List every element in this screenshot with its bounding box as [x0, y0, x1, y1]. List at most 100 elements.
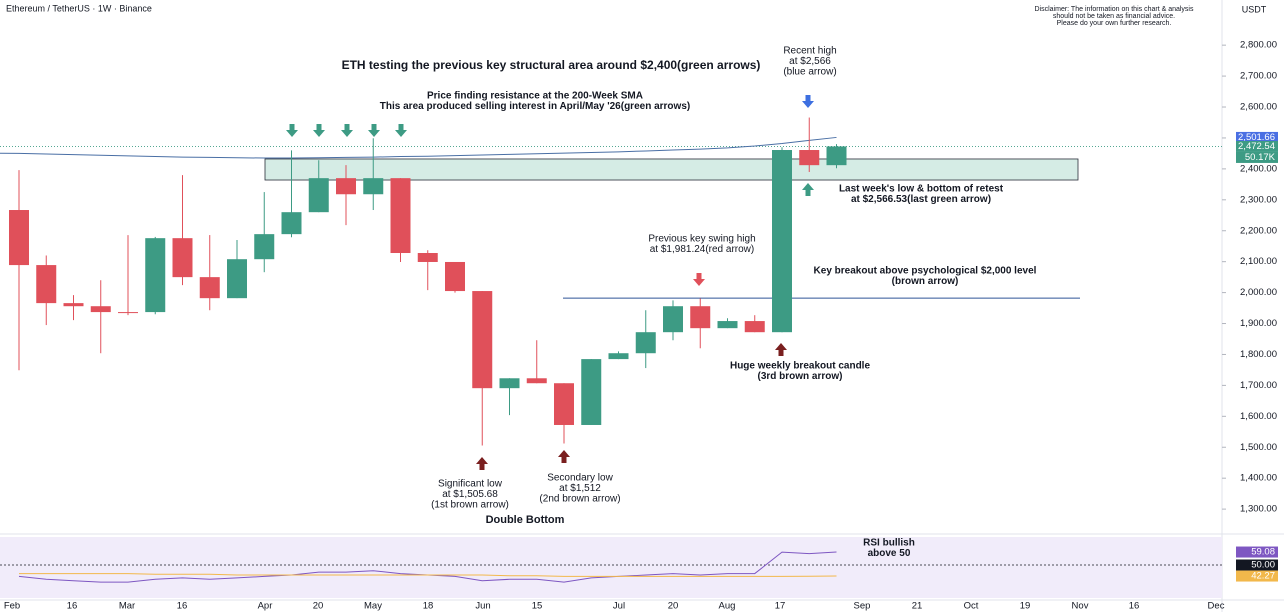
price-label-box — [1236, 140, 1278, 152]
annotation: Key breakout above psychological $2,000 … — [814, 266, 1037, 277]
y-tick-label: 1,800.00 — [1240, 349, 1277, 360]
annotation: Previous key swing high — [648, 234, 755, 245]
arrow — [775, 343, 787, 356]
candle-body — [9, 210, 29, 266]
price-label: 2,472.54 — [1238, 141, 1275, 152]
structural-zone — [264, 158, 1079, 181]
x-tick-label: Oct — [964, 601, 979, 612]
annotation: at $1,512 — [559, 483, 601, 494]
y-tick-label: 2,100.00 — [1240, 256, 1277, 267]
y-tick-label: 2,300.00 — [1240, 194, 1277, 205]
sma-line — [0, 136, 837, 159]
candle-body — [308, 178, 329, 213]
candle-body — [390, 178, 411, 254]
x-tick-label: 16 — [1129, 601, 1140, 612]
x-tick-label: Aug — [719, 601, 736, 612]
candle-body — [227, 259, 247, 299]
candle-body — [581, 359, 602, 425]
y-tick-label: 1,500.00 — [1240, 442, 1277, 453]
y-tick-label: 1,300.00 — [1240, 504, 1277, 515]
arrow — [558, 450, 570, 463]
x-tick-label: May — [364, 601, 382, 612]
candle-body — [363, 178, 384, 195]
candle-body — [608, 353, 629, 360]
arrow — [802, 183, 814, 196]
annotation: Price finding resistance at the 200-Week… — [427, 91, 643, 102]
annotation: Last week's low & bottom of retest — [839, 184, 1004, 195]
annotation: (brown arrow) — [892, 276, 959, 287]
price-label: 2,501.66 — [1238, 132, 1275, 143]
x-tick-label: Feb — [4, 601, 20, 612]
volume-label-box — [1236, 151, 1278, 163]
arrow — [313, 124, 325, 137]
annotation: at $1,505.68 — [442, 489, 498, 500]
currency: USDT — [1242, 4, 1267, 14]
candle-body — [499, 378, 520, 389]
y-tick-label: 1,700.00 — [1240, 380, 1277, 391]
annotation: above 50 — [868, 548, 911, 559]
rsi-value-label: 42.27 — [1251, 571, 1275, 582]
candle-body — [445, 261, 465, 292]
price-label-box — [1236, 131, 1278, 143]
x-tick-label: Sep — [854, 601, 871, 612]
candle-body — [254, 234, 275, 260]
candle-body — [799, 150, 820, 166]
x-tick-label: 16 — [67, 601, 78, 612]
annotation: Double Bottom — [486, 514, 565, 526]
annotation: (3rd brown arrow) — [757, 371, 842, 382]
candle-body — [336, 178, 356, 195]
candle-body — [717, 321, 738, 329]
rsi-value-box — [1236, 570, 1278, 582]
y-tick-label: 2,400.00 — [1240, 163, 1277, 174]
rsi-value-label: 59.08 — [1251, 547, 1275, 558]
y-tick-label: 1,900.00 — [1240, 318, 1277, 329]
candle-body — [526, 378, 547, 384]
annotation: (2nd brown arrow) — [539, 494, 620, 505]
annotation: ETH testing the previous key structural … — [342, 58, 761, 72]
annotation: at $2,566.53(last green arrow) — [851, 194, 991, 205]
annotation: at $1,981.24(red arrow) — [650, 244, 755, 255]
candle-body — [118, 312, 138, 314]
y-tick-label: 2,800.00 — [1240, 40, 1277, 51]
arrow — [286, 124, 298, 137]
rsi-panel — [0, 537, 1222, 598]
y-tick-label: 2,600.00 — [1240, 102, 1277, 113]
annotation: Huge weekly breakout candle — [730, 361, 870, 372]
y-tick-label: 1,400.00 — [1240, 473, 1277, 484]
annotation: RSI bullish — [863, 538, 915, 549]
x-tick-label: Dec — [1208, 601, 1225, 612]
annotation: at $2,566 — [789, 56, 831, 67]
candle-body — [554, 383, 574, 425]
candle-body — [90, 306, 111, 313]
x-tick-label: 21 — [912, 601, 923, 612]
arrow — [368, 124, 380, 137]
x-tick-label: Jul — [613, 601, 625, 612]
candle-body — [281, 212, 302, 235]
y-tick-label: 1,600.00 — [1240, 411, 1277, 422]
candle-body — [635, 332, 656, 354]
x-tick-label: Apr — [258, 601, 273, 612]
disclaimer: should not be taken as financial advice. — [1053, 13, 1175, 20]
rsi-level-label: 50.00 — [1251, 560, 1275, 571]
x-tick-label: Mar — [119, 601, 135, 612]
candle-body — [690, 306, 711, 329]
disclaimer: Disclaimer: The information on this char… — [1035, 6, 1194, 13]
y-tick-label: 2,700.00 — [1240, 71, 1277, 82]
arrow — [341, 124, 353, 137]
candle-body — [199, 277, 220, 299]
x-tick-label: 17 — [775, 601, 786, 612]
candle-body — [772, 150, 792, 333]
rsi-level-box — [1236, 559, 1278, 571]
disclaimer: Please do your own further research. — [1057, 20, 1172, 27]
arrow — [693, 273, 705, 286]
candle-body — [663, 306, 683, 333]
y-tick-label: 2,000.00 — [1240, 287, 1277, 298]
annotation: Significant low — [438, 479, 503, 490]
annotation: This area produced selling interest in A… — [380, 101, 690, 112]
candle-body — [145, 238, 166, 313]
annotation: Recent high — [783, 46, 836, 57]
candle-body — [63, 303, 84, 307]
annotation: (blue arrow) — [783, 67, 836, 78]
candle-body — [472, 291, 493, 389]
